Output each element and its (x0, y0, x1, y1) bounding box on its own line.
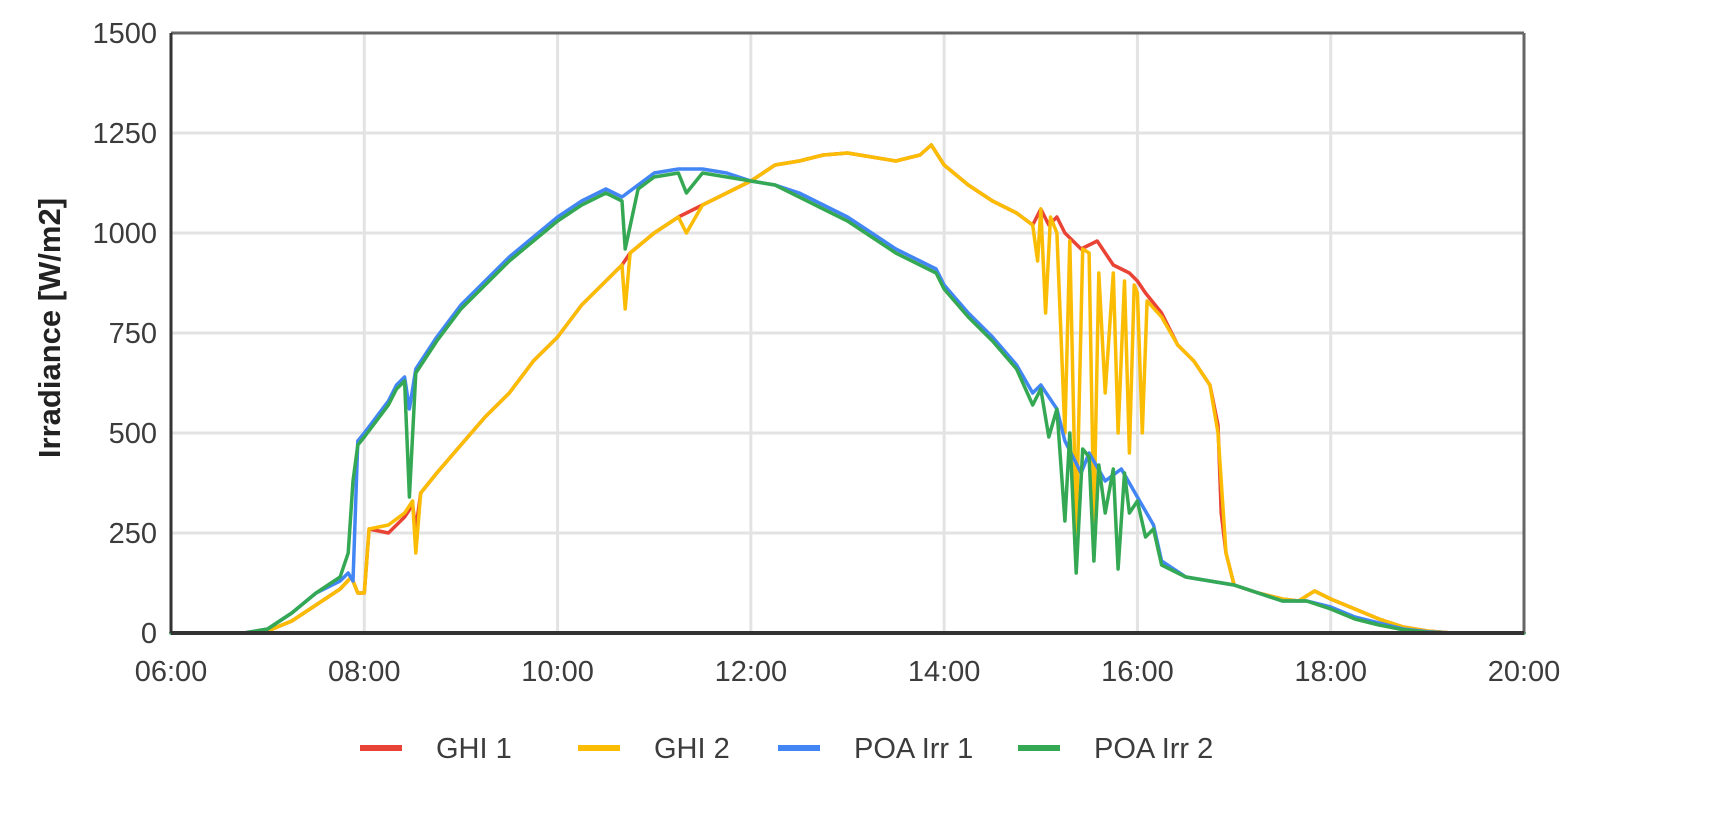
legend-label: POA Irr 2 (1094, 733, 1213, 765)
series-line-poa-irr-1 (169, 167, 1526, 635)
legend-label: POA Irr 1 (854, 733, 973, 765)
y-tick-label: 250 (109, 518, 157, 550)
legend-item[interactable]: GHI 1 (360, 733, 512, 765)
legend-item[interactable]: POA Irr 2 (1018, 733, 1213, 765)
x-tick-label: 14:00 (908, 656, 981, 688)
legend-label: GHI 1 (436, 733, 512, 765)
x-tick-label: 10:00 (521, 656, 594, 688)
y-tick-label: 0 (141, 618, 157, 650)
legend-item[interactable]: POA Irr 1 (778, 733, 973, 765)
legend: GHI 1 GHI 2 POA Irr 1 POA Irr 2 (360, 733, 1213, 765)
x-tick-label: 12:00 (715, 656, 788, 688)
y-tick-label: 1250 (92, 118, 157, 150)
series-line-poa-irr-2 (169, 171, 1526, 635)
plot-frame (169, 31, 1526, 635)
legend-item[interactable]: GHI 2 (578, 733, 730, 765)
legend-label: GHI 2 (654, 733, 730, 765)
y-axis-label: Irradiance [W/m2] (32, 198, 67, 458)
x-tick-label: 20:00 (1488, 656, 1561, 688)
series-line-ghi-2 (169, 143, 1526, 635)
series-layer (169, 143, 1526, 635)
axis-labels: 06:00 08:00 10:00 12:00 14:00 16:00 18:00 20:00… (92, 18, 1560, 688)
grid-layer (171, 33, 1524, 633)
x-tick-label: 16:00 (1101, 656, 1174, 688)
y-tick-label: 500 (109, 418, 157, 450)
y-tick-label: 1000 (92, 218, 157, 250)
x-tick-label: 18:00 (1294, 656, 1367, 688)
x-tick-label: 06:00 (135, 656, 208, 688)
x-tick-label: 08:00 (328, 656, 401, 688)
y-tick-label: 1500 (92, 18, 157, 50)
y-tick-label: 750 (109, 318, 157, 350)
